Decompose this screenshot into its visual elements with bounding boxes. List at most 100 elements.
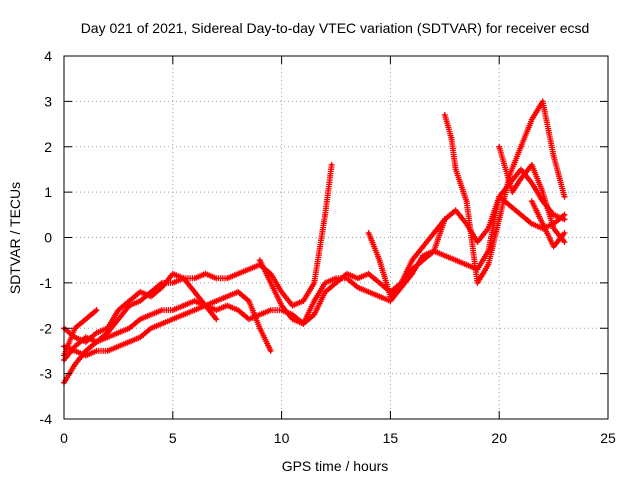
data-point (290, 304, 294, 308)
data-point (149, 294, 153, 298)
data-point (410, 267, 414, 271)
data-point (73, 344, 77, 348)
data-point (127, 299, 131, 303)
data-point (497, 195, 501, 199)
series-markers (256, 216, 448, 327)
data-point (171, 281, 175, 285)
data-point (562, 195, 566, 199)
data-point (225, 276, 229, 280)
data-point (258, 258, 262, 262)
data-point (73, 363, 77, 367)
data-point (530, 181, 534, 185)
data-point (323, 213, 327, 217)
data-point (388, 294, 392, 298)
data-point (378, 294, 382, 298)
data-point (421, 254, 425, 258)
data-point (301, 299, 305, 303)
data-point (214, 276, 218, 280)
data-point (378, 281, 382, 285)
data-point (330, 163, 334, 167)
data-point (160, 322, 164, 326)
data-point (486, 226, 490, 230)
data-point (182, 313, 186, 317)
series-track-10 (528, 198, 568, 250)
data-point (106, 331, 110, 335)
data-point (127, 326, 131, 330)
data-point (504, 167, 508, 171)
data-point (334, 281, 338, 285)
data-point (541, 99, 545, 103)
data-point (432, 249, 436, 253)
data-point (116, 308, 120, 312)
data-point (519, 213, 523, 217)
data-point (106, 326, 110, 330)
series-markers (61, 161, 335, 386)
data-point (73, 326, 77, 330)
data-point (269, 272, 273, 276)
data-point (127, 340, 131, 344)
y-tick-label: -3 (40, 366, 53, 382)
data-point (160, 285, 164, 289)
data-point (432, 231, 436, 235)
y-tick-label: -4 (40, 411, 53, 427)
data-point (312, 313, 316, 317)
data-point (562, 231, 566, 235)
series-markers (61, 288, 274, 359)
data-point (214, 308, 218, 312)
x-tick-label: 25 (600, 430, 616, 446)
data-point (497, 145, 501, 149)
data-point (541, 190, 545, 194)
data-point (193, 276, 197, 280)
data-point (552, 213, 556, 217)
y-tick-label: 3 (44, 93, 52, 109)
data-point (138, 290, 142, 294)
data-point (562, 213, 566, 217)
data-point (312, 299, 316, 303)
data-point (367, 231, 371, 235)
data-point (84, 335, 88, 339)
data-point (290, 317, 294, 321)
data-point (84, 349, 88, 353)
series-markers (61, 270, 220, 345)
data-point (454, 258, 458, 262)
data-point (475, 281, 479, 285)
x-axis-label: GPS time / hours (282, 458, 389, 474)
data-point (149, 326, 153, 330)
data-point (95, 331, 99, 335)
data-point (214, 299, 218, 303)
series-track-8 (441, 98, 568, 286)
data-point (171, 308, 175, 312)
data-point (116, 317, 120, 321)
axis-ticks: 0 5 10 15 20 25 -4 -3 -2 -1 0 1 2 3 4 (40, 48, 616, 446)
data-point (323, 290, 327, 294)
data-point (73, 349, 77, 353)
data-point (149, 290, 153, 294)
data-point (127, 304, 131, 308)
x-tick-label: 5 (169, 430, 177, 446)
data-point (465, 263, 469, 267)
data-point (449, 136, 453, 140)
data-point (497, 217, 501, 221)
data-point (269, 349, 273, 353)
data-point (236, 308, 240, 312)
data-point (530, 222, 534, 226)
data-point (149, 313, 153, 317)
data-point (378, 258, 382, 262)
data-point (552, 226, 556, 230)
data-point (465, 199, 469, 203)
data-point (236, 290, 240, 294)
data-point (552, 245, 556, 249)
data-point (486, 263, 490, 267)
data-point (356, 285, 360, 289)
data-point (410, 258, 414, 262)
data-point (84, 340, 88, 344)
data-point (138, 335, 142, 339)
data-point (552, 154, 556, 158)
data-point (269, 308, 273, 312)
data-point (388, 299, 392, 303)
data-point (345, 272, 349, 276)
x-tick-label: 0 (60, 430, 68, 446)
y-tick-label: -1 (40, 275, 53, 291)
data-point (84, 353, 88, 357)
y-tick-label: 1 (44, 184, 52, 200)
